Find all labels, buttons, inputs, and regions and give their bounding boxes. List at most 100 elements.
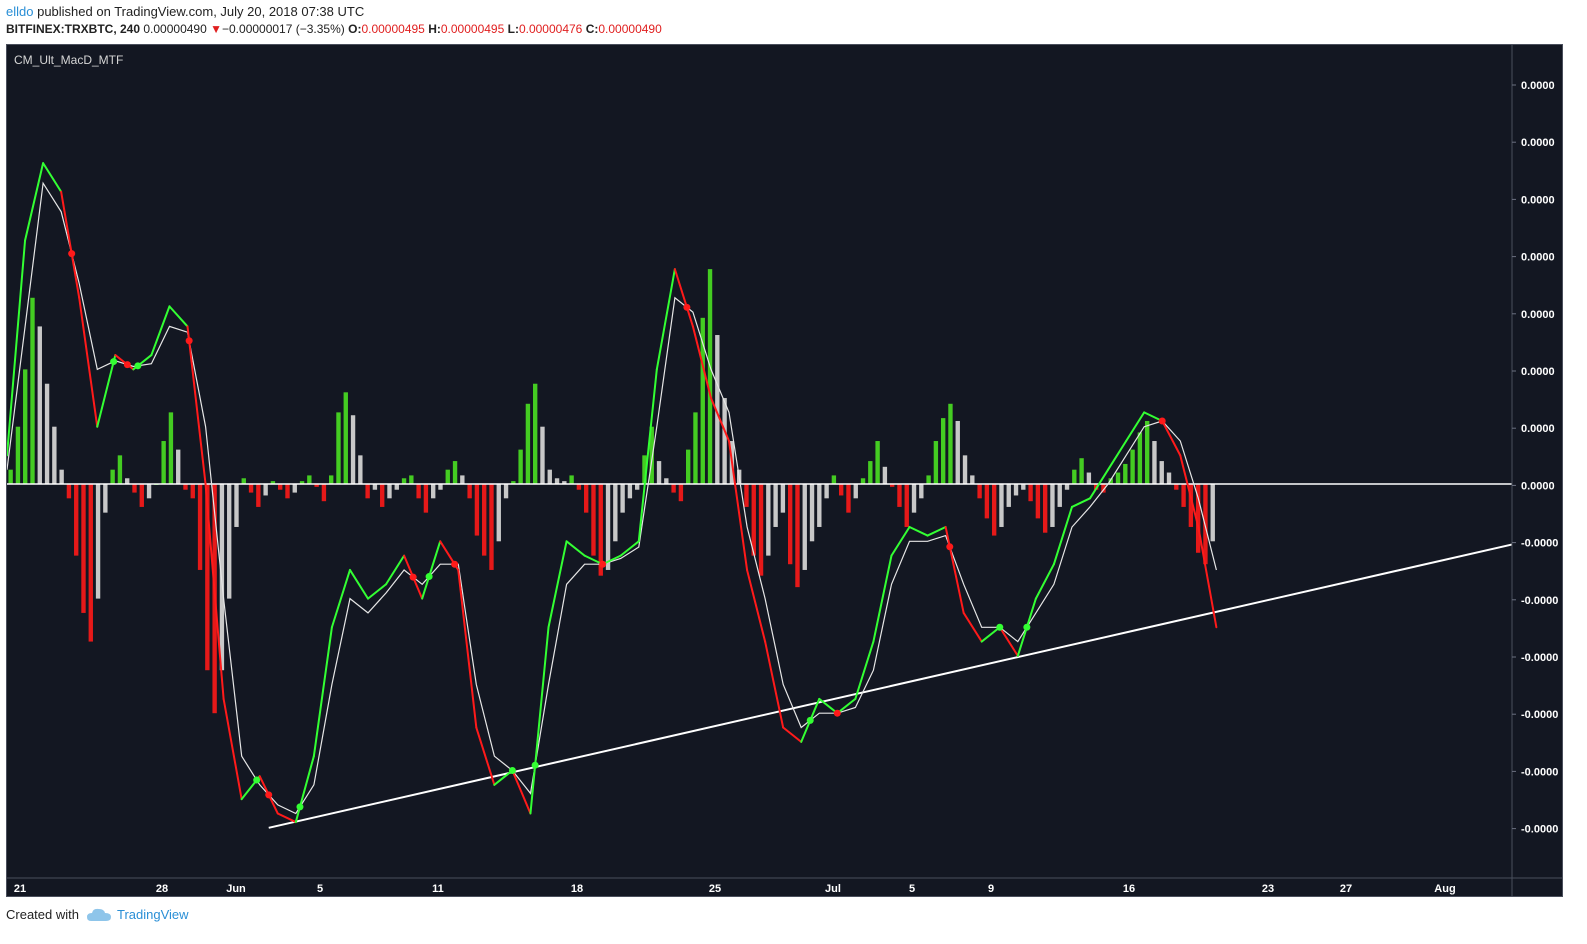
histogram-bar xyxy=(889,484,895,487)
author-link[interactable]: elldo xyxy=(6,4,34,19)
macd-segment xyxy=(944,525,965,614)
histogram-bar xyxy=(387,484,392,499)
histogram-bar xyxy=(183,484,188,490)
y-tick-label: 0.0000 xyxy=(1521,252,1555,264)
chart-pane[interactable] xyxy=(6,44,1563,897)
histogram-bar xyxy=(824,484,829,499)
macd-segment xyxy=(60,190,81,299)
histogram-bar xyxy=(460,475,465,484)
histogram-bar xyxy=(933,441,939,484)
histogram-bar xyxy=(358,455,363,484)
histogram-bar xyxy=(831,475,837,484)
macd-segment xyxy=(673,268,694,328)
x-tick-label: 5 xyxy=(317,883,323,895)
histogram-bar xyxy=(700,317,705,484)
cross-dot xyxy=(185,337,193,345)
histogram-bar xyxy=(1064,484,1070,490)
histogram-bar xyxy=(569,475,574,484)
histogram-bar xyxy=(722,398,727,484)
y-tick-label: -0.0000 xyxy=(1521,595,1558,607)
histogram-bar xyxy=(234,484,239,527)
x-tick-label: 9 xyxy=(988,883,994,895)
histogram-bar xyxy=(423,484,429,513)
histogram-bar xyxy=(911,484,917,513)
indicator-label: CM_Ult_MacD_MTF xyxy=(14,53,123,67)
histogram-bar xyxy=(503,484,509,499)
macd-segment xyxy=(764,640,785,729)
histogram-bar xyxy=(445,469,450,484)
histogram-bar xyxy=(15,426,21,484)
histogram-bar xyxy=(394,484,399,490)
histogram-bar xyxy=(591,484,596,556)
histogram-bar xyxy=(540,426,545,484)
macd-segment xyxy=(7,239,27,457)
macd-segment xyxy=(1179,454,1200,528)
histogram-bar xyxy=(416,484,421,499)
macd-segment xyxy=(818,697,839,715)
histogram-bar xyxy=(452,461,458,484)
tradingview-logo-text[interactable]: TradingView xyxy=(116,907,189,922)
histogram-bar xyxy=(1210,484,1215,542)
symbol-label[interactable]: BITFINEX:TRXBTC, 240 xyxy=(6,22,141,36)
macd-chart[interactable]: 0.0000 0.0000 0.0000 0.0000 0.0000 0.0000 0.00… xyxy=(6,44,1563,897)
macd-segment xyxy=(78,296,99,428)
cross-dot xyxy=(1158,417,1166,425)
x-tick-label: 21 xyxy=(14,883,26,895)
close-value: 0.00000490 xyxy=(598,22,662,36)
histogram-bar xyxy=(489,484,494,570)
y-tick-label: -0.0000 xyxy=(1521,652,1558,664)
high-label: H: xyxy=(428,22,441,36)
histogram-bar xyxy=(1181,484,1186,507)
x-tick-label: 18 xyxy=(571,883,583,895)
cross-dot xyxy=(110,358,118,366)
y-tick-label: 0.0000 xyxy=(1521,480,1555,492)
histogram-bar xyxy=(299,481,305,484)
histogram-bar xyxy=(380,484,385,507)
histogram-bar xyxy=(66,484,72,499)
macd-segment xyxy=(655,268,676,371)
x-tick-label: Jun xyxy=(226,883,246,895)
x-tick-label: 16 xyxy=(1123,883,1135,895)
histogram-bar xyxy=(685,449,691,484)
macd-segment xyxy=(330,568,351,629)
macd-segment xyxy=(709,397,731,443)
histogram-bar xyxy=(678,484,684,502)
histogram-bar xyxy=(1152,441,1157,484)
x-tick-label: 23 xyxy=(1262,883,1274,895)
histogram-bar xyxy=(926,475,931,484)
y-tick-label: 0.0000 xyxy=(1521,137,1555,149)
macd-segment xyxy=(691,325,712,400)
y-tick-label: 0.0000 xyxy=(1521,194,1555,206)
histogram-bar xyxy=(1101,484,1106,493)
macd-segment xyxy=(782,726,803,743)
macd-segment xyxy=(186,325,207,485)
y-tick-label: -0.0000 xyxy=(1521,824,1558,836)
histogram-bar xyxy=(438,484,443,490)
footer: Created with TradingView xyxy=(6,907,189,922)
histogram-bar xyxy=(496,484,501,542)
open-label: O: xyxy=(348,22,362,36)
histogram-bar xyxy=(846,484,851,513)
histogram-bar xyxy=(1021,484,1026,490)
y-tick-label: 0.0000 xyxy=(1521,309,1555,321)
macd-segment xyxy=(1089,468,1110,500)
histogram-bar xyxy=(649,426,654,484)
published-text: published on TradingView.com, July 20, 2… xyxy=(37,4,365,19)
histogram-bar xyxy=(227,484,232,599)
macd-segment xyxy=(998,626,1019,657)
histogram-bar xyxy=(1123,463,1128,484)
histogram-bar xyxy=(838,484,844,496)
cross-dot xyxy=(68,250,76,258)
macd-segment xyxy=(565,540,586,557)
macd-segment xyxy=(908,525,929,537)
macd-segment xyxy=(421,540,442,600)
publish-info: elldo published on TradingView.com, July… xyxy=(6,4,364,19)
histogram-bar xyxy=(919,484,924,499)
histogram-bar xyxy=(307,475,312,484)
cross-dot xyxy=(1023,623,1031,631)
plot-area xyxy=(7,162,1512,829)
histogram-bar xyxy=(635,484,640,490)
histogram-bar xyxy=(1174,484,1179,490)
histogram-bar xyxy=(8,469,13,484)
macd-segment xyxy=(385,554,406,586)
